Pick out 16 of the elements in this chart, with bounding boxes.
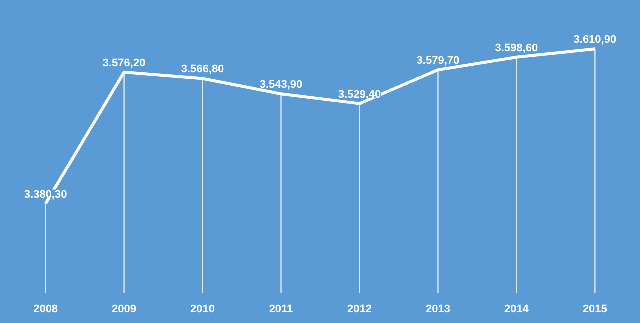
x-tick-label: 2011 [269, 304, 294, 316]
data-label: 3.380,30 [24, 188, 68, 201]
data-label: 3.610,90 [574, 34, 617, 46]
x-tick-label: 2012 [348, 304, 372, 316]
x-tick-label: 2013 [426, 304, 450, 316]
data-label: 3.543,90 [260, 79, 303, 92]
x-tick-label: 2015 [582, 304, 608, 316]
x-tick-label: 2009 [112, 304, 137, 316]
x-tick-label: 2010 [190, 304, 216, 316]
x-tick-label: 2008 [34, 304, 58, 316]
data-label: 3.566,80 [181, 64, 224, 76]
x-tick-label: 2014 [504, 304, 530, 316]
data-label: 3.579,70 [416, 55, 460, 68]
data-label: 3.598,60 [495, 42, 538, 54]
data-label: 3.529,40 [338, 88, 382, 101]
data-label: 3.576,20 [102, 57, 146, 70]
